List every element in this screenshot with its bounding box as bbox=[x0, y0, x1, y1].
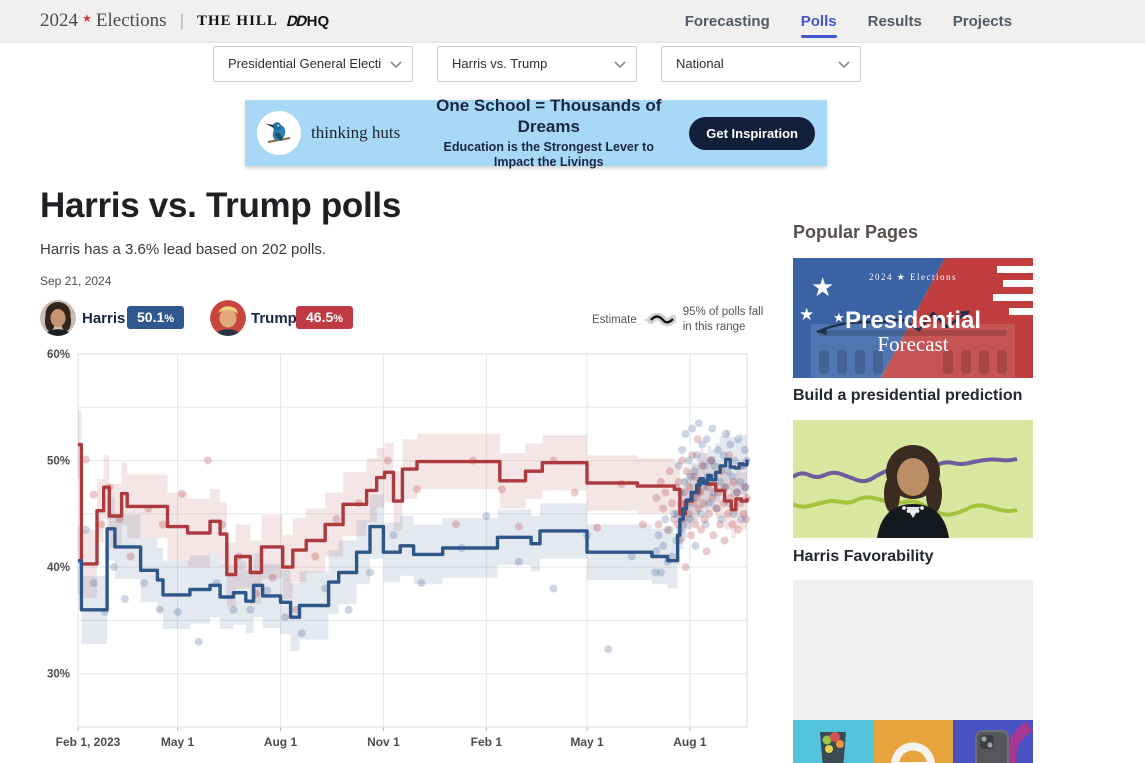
favorability-card-caption[interactable]: Harris Favorability bbox=[793, 548, 934, 565]
svg-text:Aug 1: Aug 1 bbox=[264, 735, 298, 749]
products-card[interactable] bbox=[793, 720, 1033, 763]
trump-avatar bbox=[210, 300, 246, 336]
ad-subline: Education is the Strongest Lever to Impa… bbox=[443, 139, 654, 170]
race-type-value: Presidential General Electi bbox=[228, 56, 382, 71]
svg-text:Nov 1: Nov 1 bbox=[367, 735, 400, 749]
svg-text:★: ★ bbox=[799, 305, 814, 324]
card-line1: Presidential bbox=[845, 307, 981, 334]
chevron-down-icon bbox=[614, 61, 626, 69]
ad-placeholder[interactable] bbox=[793, 580, 1033, 720]
logo-year: 2024 bbox=[40, 10, 78, 31]
ad-brand-name: thinking huts bbox=[311, 123, 401, 142]
svg-text:May 1: May 1 bbox=[161, 735, 195, 749]
the-hill-logo: THE HILL bbox=[197, 12, 278, 29]
matchup-select[interactable]: Harris vs. Trump bbox=[437, 46, 637, 82]
bird-icon bbox=[265, 122, 291, 143]
nav-forecasting[interactable]: Forecasting bbox=[684, 12, 770, 30]
trump-photo bbox=[210, 300, 246, 336]
svg-text:★: ★ bbox=[811, 272, 834, 302]
card-kicker: 2024 ★ Elections bbox=[869, 272, 957, 282]
nav-polls[interactable]: Polls bbox=[800, 0, 837, 43]
ad-copy: One School = Thousands of Dreams Educati… bbox=[422, 95, 675, 171]
trend-arrow bbox=[816, 309, 970, 334]
as-of-date: Sep 21, 2024 bbox=[40, 274, 112, 288]
unfavorable-line bbox=[793, 495, 1018, 517]
estimate-label: Estimate bbox=[592, 314, 637, 326]
svg-text:30%: 30% bbox=[47, 669, 70, 681]
harris-name: Harris bbox=[82, 310, 126, 327]
site-logo[interactable]: 2024 ★ Elections | THE HILL DDHQ bbox=[40, 0, 329, 42]
ad-banner[interactable]: thinking huts One School = Thousands of … bbox=[245, 96, 827, 169]
svg-text:50%: 50% bbox=[47, 456, 70, 468]
vr-headset-tile bbox=[873, 720, 953, 763]
top-header: 2024 ★ Elections | THE HILL DDHQ Forecas… bbox=[0, 0, 1145, 43]
race-type-select[interactable]: Presidential General Electi bbox=[213, 46, 413, 82]
primary-nav: Forecasting Polls Results Projects bbox=[685, 0, 1012, 42]
harris-avatar bbox=[40, 300, 76, 336]
geography-value: National bbox=[676, 56, 724, 71]
harris-favorability-card[interactable] bbox=[793, 420, 1033, 538]
trump-name: Trump bbox=[251, 310, 297, 327]
svg-text:Aug 1: Aug 1 bbox=[673, 735, 707, 749]
svg-text:60%: 60% bbox=[47, 349, 70, 361]
presidential-forecast-card[interactable]: ★ ★ ★ 2024 ★ Elections Presidential Fore… bbox=[793, 258, 1033, 378]
stars-decoration: ★ ★ ★ bbox=[799, 272, 845, 325]
harris-photo bbox=[877, 445, 949, 538]
iphone-tile bbox=[953, 720, 1033, 763]
svg-text:★: ★ bbox=[833, 310, 845, 325]
range-label: 95% of polls fall in this range bbox=[682, 306, 764, 333]
ad-headline: One School = Thousands of Dreams bbox=[436, 96, 662, 137]
blender-tile bbox=[793, 720, 873, 763]
svg-text:Feb 1, 2023: Feb 1, 2023 bbox=[56, 735, 121, 749]
geography-select[interactable]: National bbox=[661, 46, 861, 82]
forecast-card-caption[interactable]: Build a presidential prediction bbox=[793, 387, 1023, 404]
chevron-down-icon bbox=[838, 61, 850, 69]
lead-summary: Harris has a 3.6% lead based on 202 poll… bbox=[40, 241, 327, 258]
trump-value-badge: 46.5% bbox=[296, 306, 354, 329]
stripes-decoration bbox=[993, 266, 1033, 315]
nav-results[interactable]: Results bbox=[867, 12, 922, 30]
ad-cta-button[interactable]: Get Inspiration bbox=[689, 116, 815, 150]
logo-divider: | bbox=[179, 11, 184, 30]
chart-key: Estimate 95% of polls fall in this range bbox=[592, 305, 763, 335]
card-line2: Forecast bbox=[877, 332, 948, 356]
popular-pages-title: Popular Pages bbox=[793, 222, 919, 242]
svg-text:40%: 40% bbox=[47, 562, 70, 574]
harris-photo bbox=[40, 300, 76, 336]
logo-title: Elections bbox=[95, 10, 167, 31]
ddhq-logo: DDHQ bbox=[284, 12, 330, 30]
polls-chart[interactable]: 30% 40% 50% 60% Feb 1, 2023 May 1 Aug 1 Nov 1 Fe… bbox=[40, 345, 765, 755]
harris-value-badge: 50.1% bbox=[127, 306, 185, 329]
estimate-line-icon bbox=[643, 313, 676, 327]
matchup-value: Harris vs. Trump bbox=[452, 56, 548, 71]
ad-brand-logo bbox=[257, 111, 301, 155]
svg-text:Feb 1: Feb 1 bbox=[471, 735, 503, 749]
star-icon: ★ bbox=[82, 12, 92, 25]
svg-text:May 1: May 1 bbox=[570, 735, 604, 749]
chevron-down-icon bbox=[390, 61, 402, 69]
nav-projects[interactable]: Projects bbox=[952, 12, 1012, 30]
page-title: Harris vs. Trump polls bbox=[40, 186, 402, 225]
